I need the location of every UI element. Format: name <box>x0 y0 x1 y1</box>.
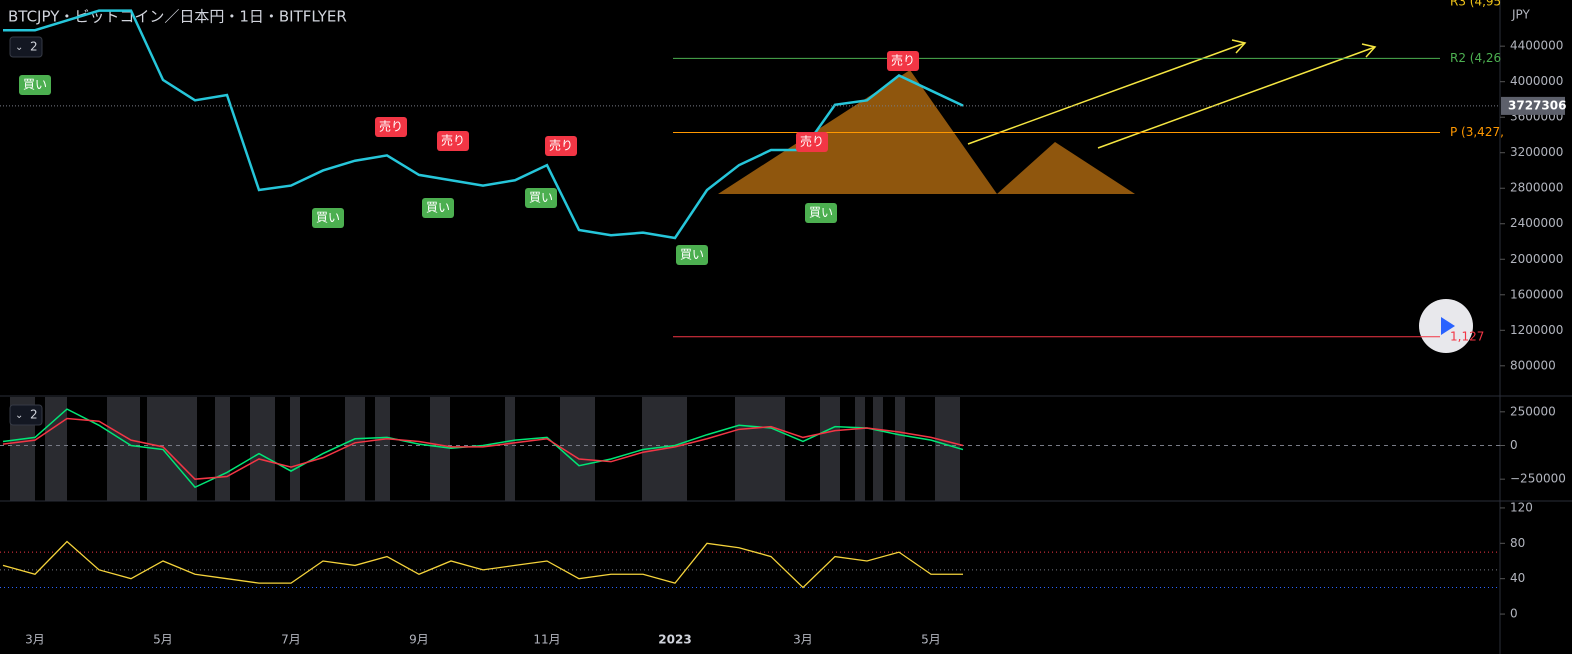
signal-label: 売り <box>800 134 824 149</box>
signal-label: 売り <box>379 119 403 134</box>
x-tick-label: 2023 <box>658 633 691 647</box>
y-tick-label: 40 <box>1510 571 1525 585</box>
pivot-label: R2 (4,26 <box>1450 51 1501 65</box>
signal-label: 買い <box>316 211 340 225</box>
signal-label: 買い <box>809 206 833 220</box>
signal-label: 買い <box>529 191 553 205</box>
x-tick-label: 11月 <box>533 633 560 647</box>
signal-label: 売り <box>441 133 465 148</box>
play-button[interactable] <box>1419 299 1473 353</box>
pivot-label: 1,127 <box>1450 329 1484 343</box>
buy-signal <box>805 203 837 223</box>
data-line <box>2 417 964 480</box>
pane-badge-label: 2 <box>30 408 38 422</box>
sell-signal <box>437 131 469 151</box>
last-price-box <box>1501 96 1565 115</box>
y-tick-label: 80 <box>1510 536 1525 550</box>
y-tick-label: 4000000 <box>1510 74 1563 88</box>
y-tick-label: 1200000 <box>1510 323 1563 337</box>
y-tick-label: 0 <box>1510 438 1518 452</box>
x-tick-label: 3月 <box>793 633 813 647</box>
buy-signal <box>676 245 708 265</box>
x-tick-label: 7月 <box>281 633 301 647</box>
buy-signal <box>19 75 51 95</box>
last-price-label: 3727306 <box>1508 98 1566 112</box>
y-tick-label: 120 <box>1510 500 1533 514</box>
pivot-label: R3 (4,95 <box>1450 0 1501 9</box>
x-tick-label: 9月 <box>409 633 429 647</box>
sell-signal <box>887 51 919 71</box>
y-tick-label: 2000000 <box>1510 252 1563 266</box>
drawings <box>718 39 1377 194</box>
sell-signal <box>375 117 407 137</box>
data-line <box>2 408 964 489</box>
y-tick-label: 250000 <box>1510 404 1556 418</box>
pivot-label: P (3,427, <box>1450 125 1504 139</box>
signal-label: 売り <box>549 138 573 153</box>
y-tick-label: 2400000 <box>1510 216 1563 230</box>
y-tick-label: 1600000 <box>1510 287 1563 301</box>
sell-signal <box>545 136 577 156</box>
x-tick-label: 5月 <box>153 633 173 647</box>
pane-badge <box>9 404 43 426</box>
signal-label: 買い <box>426 201 450 215</box>
pane-badge-label: 2 <box>30 40 38 54</box>
y-tick-label: 3200000 <box>1510 145 1563 159</box>
sell-signal <box>796 132 828 152</box>
x-tick-label: 3月 <box>25 633 45 647</box>
pane-badge-chevron: ⌄ <box>15 42 23 53</box>
pane-badge-chevron: ⌄ <box>15 410 23 421</box>
y-tick-label: 4400000 <box>1510 39 1563 53</box>
y-unit: JPY <box>1511 8 1531 22</box>
signal-label: 売り <box>891 53 915 68</box>
buy-signal <box>525 188 557 208</box>
buy-signal <box>422 198 454 218</box>
buy-signal <box>312 208 344 228</box>
pane-badge <box>9 36 43 58</box>
y-tick-label: 800000 <box>1510 358 1556 372</box>
data-line <box>2 540 963 589</box>
signal-label: 買い <box>680 248 704 262</box>
y-tick-label: 0 <box>1510 607 1518 621</box>
y-tick-label: −250000 <box>1510 472 1566 486</box>
y-tick-label: 2800000 <box>1510 181 1563 195</box>
x-tick-label: 5月 <box>921 633 941 647</box>
signal-label: 買い <box>23 78 47 92</box>
